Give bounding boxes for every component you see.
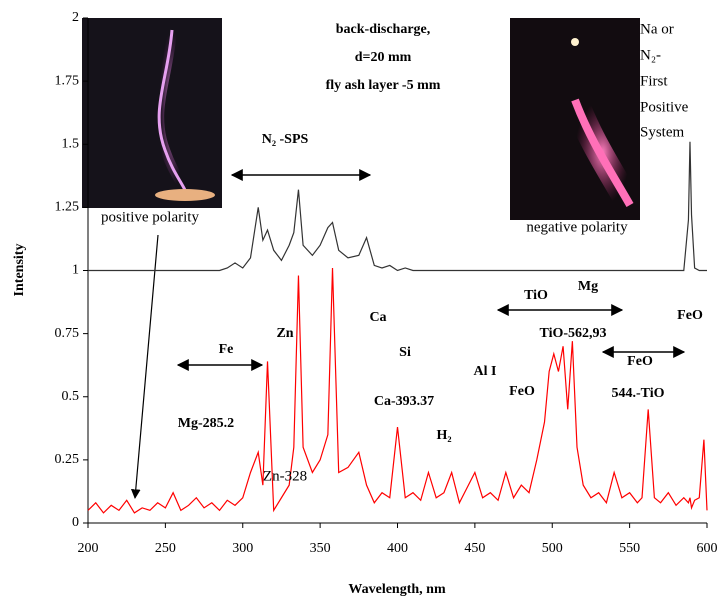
y-tick-label: 0	[72, 515, 79, 530]
annotation: FeO	[509, 384, 535, 399]
annotation: Ca-393.37	[374, 394, 434, 409]
y-axis-title: Intensity	[12, 244, 27, 297]
y-tick-label: 1.5	[62, 136, 80, 151]
x-tick-label: 500	[542, 541, 563, 556]
annotation: Positive	[640, 99, 689, 115]
annotation: fly ash layer -5 mm	[326, 78, 441, 93]
annotation: positive polarity	[101, 209, 199, 225]
x-tick-label: 400	[387, 541, 408, 556]
x-axis-title: Wavelength, nm	[348, 582, 446, 597]
y-tick-label: 0.25	[55, 452, 80, 467]
annotation: negative polarity	[526, 219, 628, 235]
x-tick-label: 250	[155, 541, 176, 556]
annotation: First	[640, 73, 668, 89]
y-tick-label: 1.75	[55, 73, 80, 88]
annotation: Fe	[219, 342, 234, 357]
annotation: Si	[399, 345, 411, 360]
arrow	[130, 234, 159, 499]
annotation: Mg	[578, 279, 598, 294]
annotation: d=20 mm	[355, 50, 412, 65]
photo-positive	[82, 18, 222, 208]
y-tick-label: 0.75	[55, 326, 80, 341]
annotation: FeO	[627, 354, 653, 369]
annotation: back-discharge,	[336, 22, 431, 37]
annotation: Mg-285.2	[178, 416, 234, 431]
annotation: H₂	[436, 428, 451, 443]
spectrum-line	[88, 141, 707, 272]
annotation: TiO	[524, 288, 548, 303]
annotation: Zn-328	[263, 468, 307, 484]
x-tick-label: 300	[232, 541, 253, 556]
annotation: N₂-	[640, 47, 661, 63]
spectrum-line	[87, 267, 708, 514]
annotation: Na or	[640, 21, 674, 37]
x-tick-label: 450	[464, 541, 485, 556]
annotation: FeO	[677, 308, 703, 323]
annotation: System	[640, 124, 685, 140]
y-tick-label: 1.25	[55, 200, 80, 215]
annotation: TiO-562,93	[539, 326, 606, 341]
annotation: Zn	[276, 326, 293, 341]
annotation: Al I	[474, 364, 497, 379]
photo-negative	[510, 18, 642, 220]
annotation: Ca	[369, 310, 386, 325]
x-tick-label: 200	[78, 541, 99, 556]
x-tick-label: 350	[310, 541, 331, 556]
y-tick-label: 0.5	[62, 389, 80, 404]
annotation: N₂ -SPS	[262, 132, 309, 147]
x-tick-label: 550	[619, 541, 640, 556]
x-tick-label: 600	[697, 541, 718, 556]
annotation: 544.-TiO	[611, 386, 664, 401]
y-tick-label: 1	[72, 263, 79, 278]
y-tick-label: 2	[72, 10, 79, 25]
